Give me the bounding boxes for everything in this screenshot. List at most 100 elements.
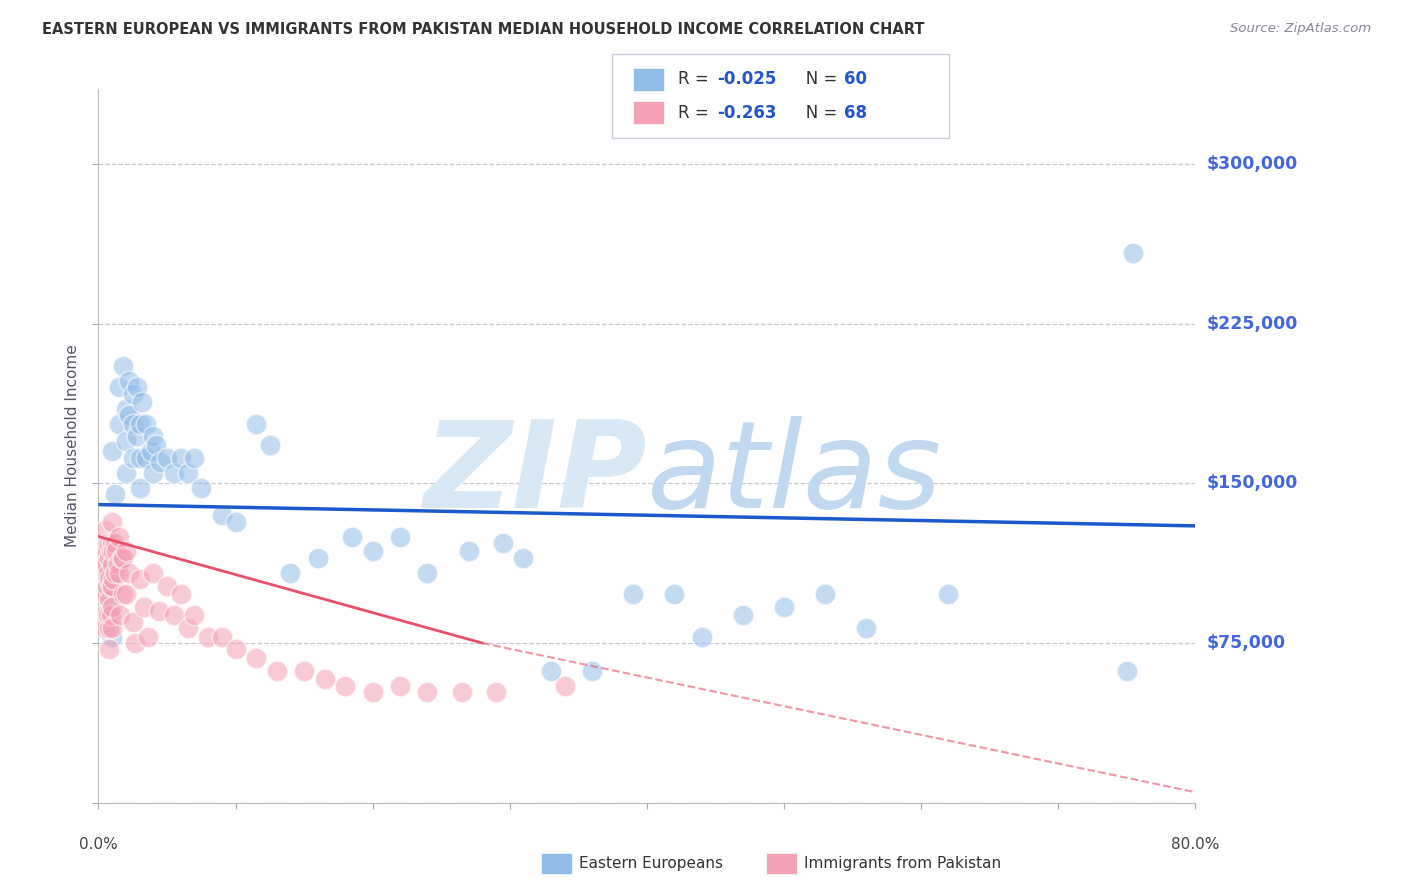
- Text: atlas: atlas: [647, 416, 942, 533]
- Text: $75,000: $75,000: [1206, 634, 1285, 652]
- Point: [115, 544, 138, 558]
- Point: [101, 578, 124, 592]
- Point: [103, 572, 125, 586]
- Point: [664, 587, 686, 601]
- Point: [581, 664, 603, 678]
- Point: [115, 587, 138, 601]
- Text: Immigrants from Pakistan: Immigrants from Pakistan: [804, 856, 1001, 871]
- Point: [554, 679, 576, 693]
- Point: [112, 550, 135, 565]
- Point: [104, 536, 127, 550]
- Point: [512, 550, 534, 565]
- Point: [225, 642, 247, 657]
- Point: [170, 450, 193, 465]
- Point: [108, 566, 131, 580]
- Point: [245, 651, 267, 665]
- Point: [97, 608, 120, 623]
- Point: [149, 455, 172, 469]
- Text: R =: R =: [678, 103, 714, 121]
- Point: [139, 444, 162, 458]
- Point: [105, 544, 128, 558]
- Point: [773, 599, 796, 614]
- Point: [855, 621, 877, 635]
- Text: $150,000: $150,000: [1206, 475, 1298, 492]
- Point: [110, 608, 132, 623]
- Point: [280, 566, 302, 580]
- Point: [98, 550, 121, 565]
- Point: [98, 572, 121, 586]
- Text: -0.263: -0.263: [717, 103, 776, 121]
- Point: [148, 604, 170, 618]
- Point: [690, 630, 713, 644]
- Point: [108, 380, 131, 394]
- Point: [101, 515, 124, 529]
- Point: [98, 621, 121, 635]
- Point: [492, 536, 515, 550]
- Text: Eastern Europeans: Eastern Europeans: [579, 856, 723, 871]
- Point: [91, 544, 114, 558]
- Point: [259, 438, 281, 452]
- Text: $300,000: $300,000: [1206, 154, 1298, 173]
- Point: [307, 550, 329, 565]
- Point: [335, 679, 357, 693]
- Text: N =: N =: [790, 70, 842, 88]
- Point: [225, 515, 247, 529]
- Point: [245, 417, 267, 431]
- Point: [111, 550, 134, 565]
- Point: [145, 438, 167, 452]
- Point: [108, 417, 131, 431]
- Y-axis label: Median Household Income: Median Household Income: [65, 344, 80, 548]
- Point: [125, 429, 148, 443]
- Point: [121, 417, 143, 431]
- Point: [340, 529, 363, 543]
- Point: [814, 587, 837, 601]
- Point: [135, 417, 157, 431]
- Point: [135, 450, 157, 465]
- Point: [156, 578, 179, 592]
- Point: [485, 685, 508, 699]
- Point: [93, 608, 115, 623]
- Point: [142, 429, 165, 443]
- Point: [156, 450, 179, 465]
- Text: 0.0%: 0.0%: [79, 837, 118, 852]
- Point: [94, 558, 117, 572]
- Point: [938, 587, 960, 601]
- Point: [142, 566, 165, 580]
- Point: [101, 536, 124, 550]
- Point: [131, 395, 153, 409]
- Text: N =: N =: [790, 103, 842, 121]
- Point: [128, 450, 150, 465]
- Point: [96, 578, 118, 592]
- Point: [540, 664, 562, 678]
- Text: Source: ZipAtlas.com: Source: ZipAtlas.com: [1230, 22, 1371, 36]
- Point: [93, 558, 115, 572]
- Point: [117, 374, 139, 388]
- Point: [100, 608, 122, 623]
- Point: [416, 685, 439, 699]
- Point: [457, 544, 479, 558]
- Point: [170, 587, 193, 601]
- Point: [117, 408, 139, 422]
- Point: [117, 566, 139, 580]
- Text: $225,000: $225,000: [1206, 315, 1298, 333]
- Point: [266, 664, 288, 678]
- Point: [1122, 246, 1144, 260]
- Point: [98, 642, 121, 657]
- Point: [112, 359, 135, 373]
- Point: [94, 566, 117, 580]
- Point: [163, 466, 186, 480]
- Point: [112, 587, 135, 601]
- Point: [121, 450, 143, 465]
- Point: [100, 544, 122, 558]
- Point: [125, 380, 148, 394]
- Point: [107, 558, 129, 572]
- Text: 80.0%: 80.0%: [1171, 837, 1219, 852]
- Point: [176, 621, 198, 635]
- Point: [128, 417, 150, 431]
- Point: [101, 621, 124, 635]
- Point: [128, 572, 150, 586]
- Point: [96, 544, 118, 558]
- Point: [91, 582, 114, 597]
- Point: [183, 450, 205, 465]
- Point: [108, 529, 131, 543]
